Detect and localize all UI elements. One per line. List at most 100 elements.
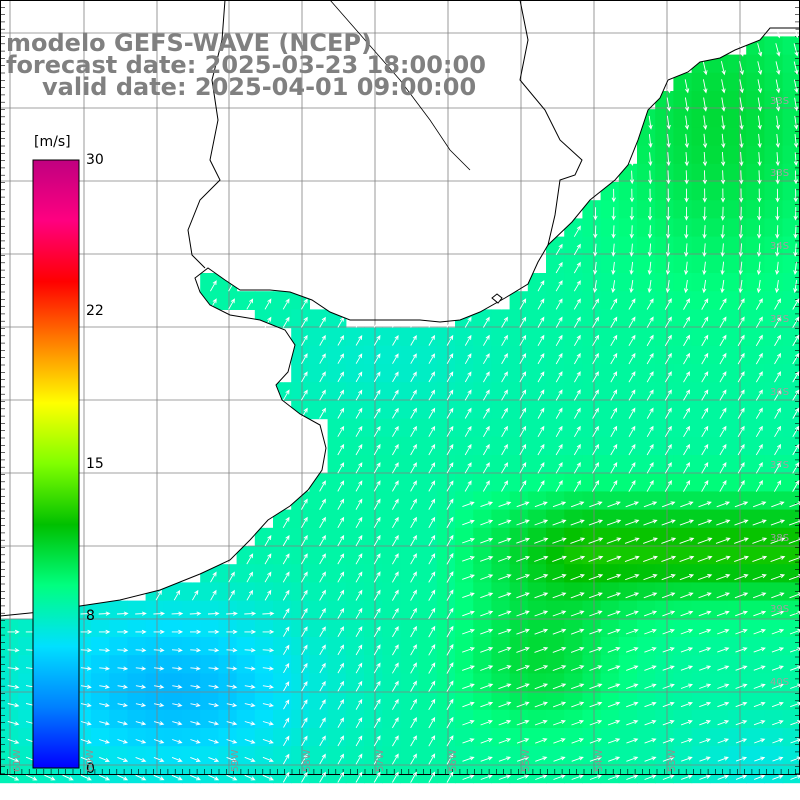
wind-arrow [462,774,475,780]
wind-arrow [647,225,653,239]
colorbar [32,159,80,769]
wind-arrow [392,607,399,619]
wind-arrow [553,719,566,726]
wind-arrow [80,611,93,616]
wind-arrow [519,461,527,474]
wind-cell [746,564,765,583]
wind-cell [564,746,583,765]
wind-arrow [428,553,436,565]
wind-cell [709,436,729,456]
wind-arrow [570,610,585,617]
lat-label: 40S [770,677,790,688]
wind-arrow [428,753,436,765]
wind-cell [473,655,492,674]
wind-arrow [428,534,436,547]
wind-cell [0,655,19,674]
wind-cell [491,728,511,747]
wind-cell [709,291,729,310]
wind-cell [527,509,547,529]
wind-cell [345,491,365,511]
wind-arrow [446,552,454,565]
wind-cell [673,418,693,438]
wind-arrow [664,480,672,492]
wind-arrow [644,665,657,671]
wind-arrow [625,519,640,526]
wind-cell [254,291,274,310]
wind-cell [655,218,674,238]
wind-arrow [226,648,238,653]
wind-arrow [697,537,713,544]
wind-cell [491,491,511,511]
wind-cell [455,436,474,456]
wind-cell [473,345,492,365]
wind-arrow [190,666,201,671]
wind-cell [600,254,620,274]
wind-cell [327,436,347,456]
wind-arrow [228,298,235,310]
wind-cell [455,582,474,602]
wind-arrow [664,425,672,438]
wind-arrow [790,665,800,671]
wind-arrow [794,115,799,130]
wind-arrow [680,501,694,508]
wind-arrow [739,97,744,112]
wind-arrow [392,480,399,492]
wind-cell [400,564,420,583]
wind-arrow [428,571,436,583]
wind-cell [764,509,784,529]
wind-cell [709,91,729,110]
wind-cell [400,455,420,474]
wind-cell [436,364,456,383]
wind-cell [637,655,656,674]
wind-arrow [7,774,20,781]
wind-cell [91,637,110,656]
wind-cell [764,327,784,347]
wind-arrow [208,666,220,671]
wind-cell [109,637,128,656]
wind-arrow [516,555,531,562]
wind-cell [382,546,401,565]
wind-cell [582,345,602,365]
wind-arrow [774,298,782,310]
wind-cell [728,509,747,529]
wind-cell [18,655,37,674]
wind-arrow [735,774,748,780]
wind-cell [364,764,383,784]
wind-cell [509,582,529,602]
wind-arrow [264,298,272,310]
wind-cell [709,655,729,674]
wind-cell [782,655,800,674]
wind-arrow [373,662,381,674]
wind-cell [709,618,729,638]
wind-cell [509,491,529,511]
wind-cell [655,691,674,711]
wind-cell [546,728,565,747]
wind-cell [764,691,784,711]
wind-cell [582,418,602,438]
wind-cell [618,746,638,765]
wind-cell [782,436,800,456]
wind-arrow [774,280,780,294]
wind-cell [764,145,784,165]
wind-arrow [117,756,129,762]
wind-arrow [392,407,399,419]
wind-cell [618,436,638,456]
wind-cell [127,728,147,747]
wind-arrow [373,753,381,765]
wind-arrow [446,443,454,456]
wind-cell [600,382,620,401]
wind-arrow [135,684,147,689]
wind-cell [582,582,602,602]
wind-arrow [753,701,766,708]
wind-cell [273,637,292,656]
wind-arrow [226,739,238,744]
wind-arrow [588,574,604,581]
wind-cell [746,109,765,128]
wind-cell [382,491,401,511]
wind-arrow [428,643,436,656]
wind-arrow [483,407,490,419]
wind-cell [709,582,729,602]
wind-arrow [720,225,725,239]
wind-cell [673,382,693,401]
wind-arrow [337,371,345,383]
